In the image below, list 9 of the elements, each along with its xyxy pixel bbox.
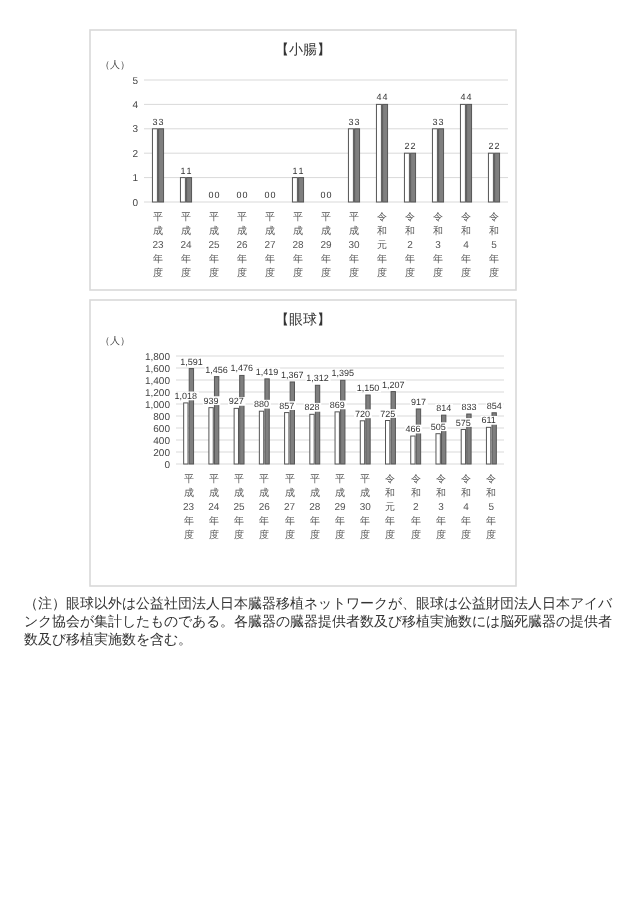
bar: [186, 177, 193, 203]
bar: [354, 128, 361, 203]
bar: [158, 128, 165, 203]
bar: [410, 152, 417, 203]
bar: [438, 128, 445, 203]
bar: [494, 152, 501, 203]
bar: [466, 103, 473, 203]
bar: [298, 177, 305, 203]
bar: [382, 103, 389, 203]
